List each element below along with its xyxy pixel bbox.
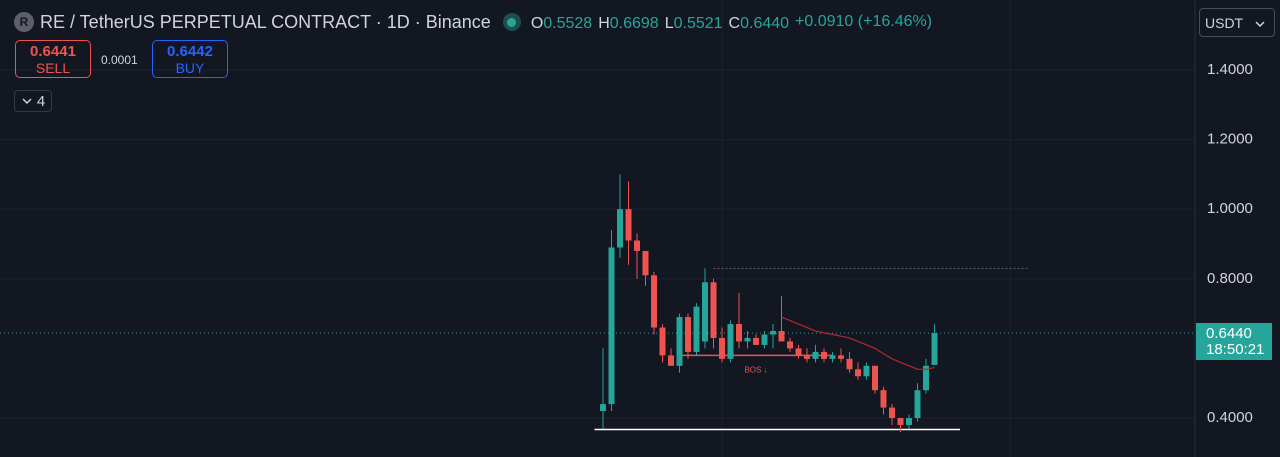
candle-body [668, 355, 674, 366]
candle-body [634, 240, 640, 251]
candle-body [914, 390, 921, 419]
moving-average [781, 316, 935, 370]
candle-body [642, 250, 649, 276]
chevron [1255, 21, 1265, 28]
candle-body [863, 365, 870, 377]
candle-body [923, 365, 929, 391]
candle-body [702, 282, 708, 342]
header: R RE / TetherUS PERPETUAL CONTRACT · 1D … [14, 10, 938, 34]
logo: R [14, 12, 34, 32]
candle-body [727, 324, 734, 359]
y-tick-label: 1.0000 [1207, 200, 1253, 217]
candle-body [617, 209, 623, 248]
candle-body [931, 333, 938, 365]
ohlc-value: 0.5521 [673, 14, 723, 32]
ohlc: O0.5528 H0.6698 L0.5521 C0.6440 [531, 12, 795, 33]
currency-select[interactable]: USDT [1199, 8, 1275, 37]
sell-price: 0.6441 [30, 43, 76, 60]
candle-body [651, 275, 657, 328]
currency: USDT [1205, 14, 1244, 31]
candle-body [855, 369, 861, 377]
candle-body [838, 355, 844, 359]
candle-body [608, 247, 615, 405]
title: RE / TetherUS PERPETUAL CONTRACT · 1D · … [40, 11, 491, 32]
candle-body [761, 334, 768, 345]
ohlc-key: L [664, 14, 674, 32]
candle-body [804, 355, 810, 359]
buy-label: BUY [175, 60, 205, 76]
spread: 0.0001 [101, 53, 138, 67]
ohlc-key: H [598, 14, 610, 32]
level-label: BOS ↓ [744, 365, 767, 374]
y-tick-label: 1.2000 [1207, 131, 1253, 148]
candle-body [872, 365, 878, 391]
candle-body [778, 331, 785, 342]
candle-body [744, 337, 751, 342]
ohlc-value: 0.5528 [543, 14, 593, 32]
candle-body [710, 282, 717, 338]
candle-body [889, 407, 895, 419]
chevron [22, 98, 32, 105]
ohlc-key: C [728, 14, 741, 32]
candle-body [829, 355, 836, 359]
candle-body [719, 337, 725, 359]
candle-body [600, 404, 606, 412]
buy-button[interactable]: 0.6442 BUY [152, 40, 228, 78]
last-price-label: 0.6440 18:50:21 [1196, 323, 1272, 360]
candle-body [770, 331, 776, 335]
ohlc-key: O [530, 14, 544, 32]
y-tick-label: 0.4000 [1207, 409, 1253, 426]
candle-body [685, 317, 691, 352]
candle-body [821, 351, 827, 359]
candle-body [787, 341, 793, 349]
y-tick-label: 1.4000 [1207, 61, 1253, 78]
ohlc-value: 0.6698 [609, 14, 659, 32]
candle-body [625, 209, 632, 241]
candle-body [736, 324, 742, 342]
candle-body [676, 317, 683, 366]
candle-body [897, 418, 904, 425]
candle-body [812, 351, 819, 359]
buy-price: 0.6442 [167, 43, 213, 60]
sell-label: SELL [35, 60, 71, 76]
status-dot [502, 13, 521, 31]
y-tick-label: 0.8000 [1207, 270, 1253, 287]
last-price: 0.6440 [1206, 325, 1252, 342]
candle-body [795, 348, 802, 356]
indicators-toggle[interactable]: 4 [14, 90, 52, 112]
ohlc-value: 0.6440 [740, 14, 790, 32]
candle-body [659, 327, 666, 356]
change: +0.0910 (+16.46%) [795, 13, 933, 30]
candle-body [846, 358, 853, 370]
candle-body [880, 390, 887, 408]
candle-body [693, 306, 700, 352]
sell-button[interactable]: 0.6441 SELL [15, 40, 91, 78]
indicator-count: 4 [36, 92, 46, 110]
countdown: 18:50:21 [1206, 341, 1265, 358]
candle-body [906, 418, 912, 425]
candle-body [753, 337, 759, 345]
